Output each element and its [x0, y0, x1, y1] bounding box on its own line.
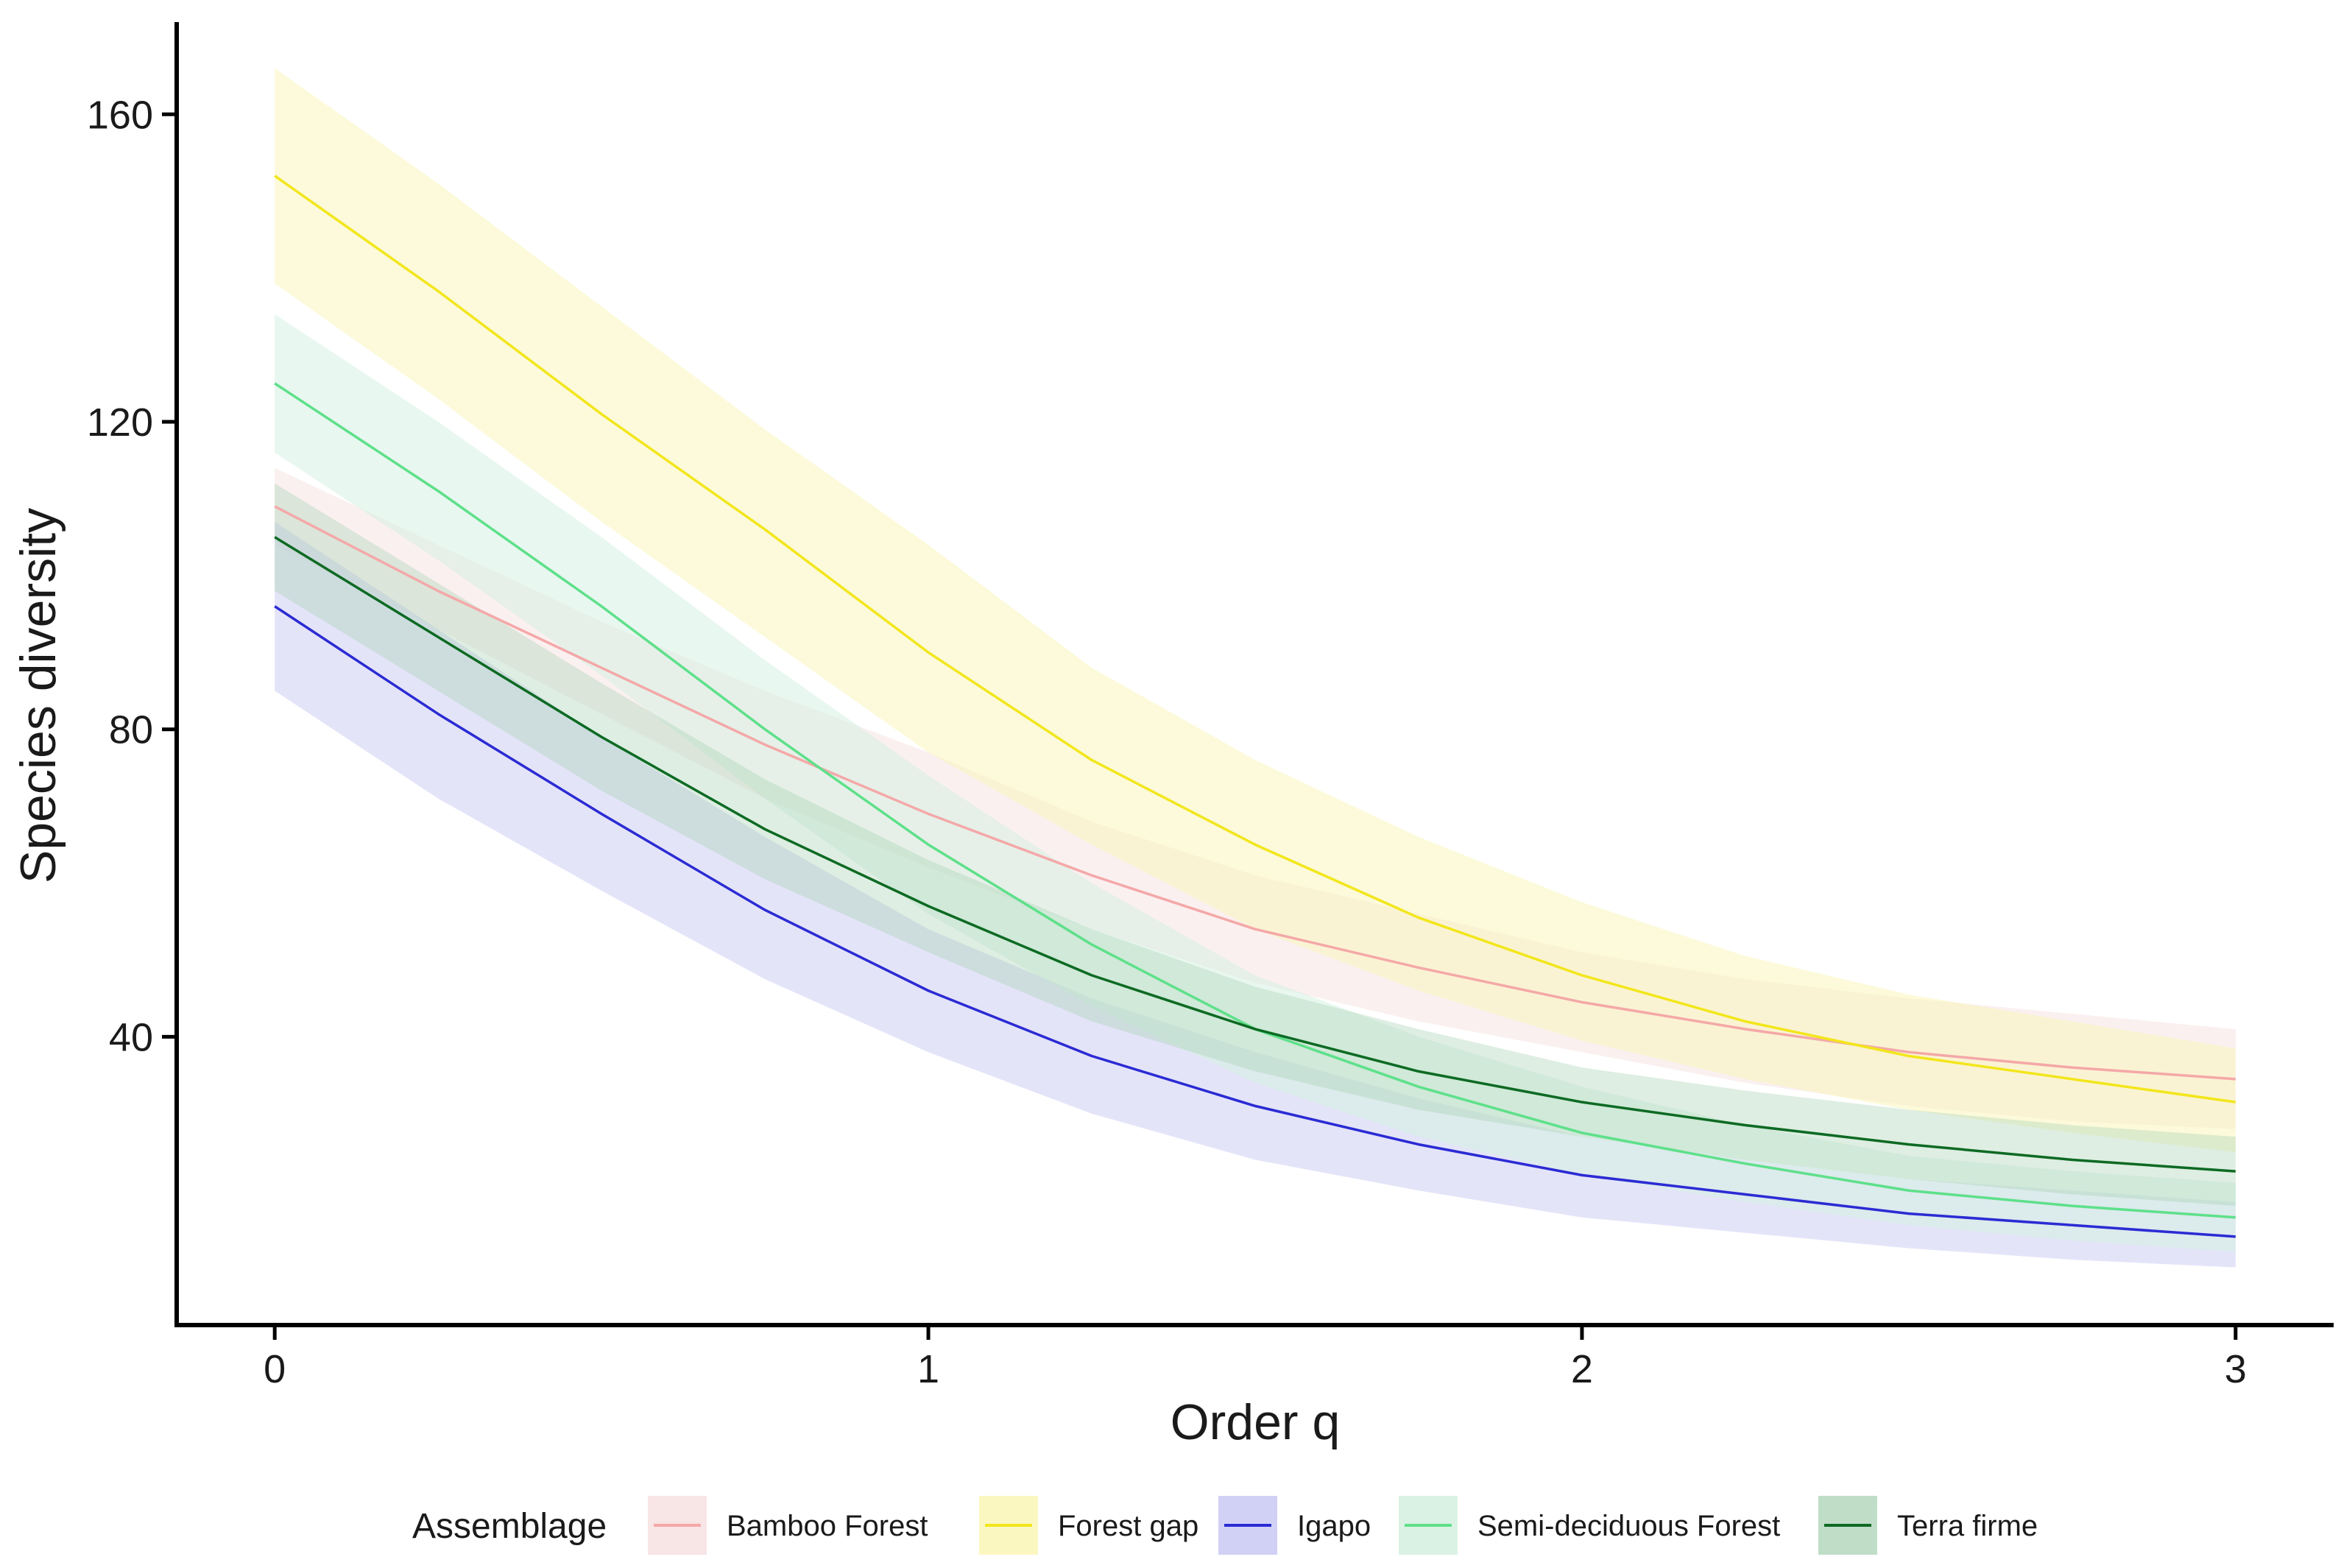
x-ticks: 0 1 2 3 [264, 1325, 2247, 1391]
legend-item-forest-gap: Forest gap [979, 1496, 1198, 1555]
legend-label: Forest gap [1058, 1510, 1198, 1542]
legend-label: Semi-deciduous Forest [1477, 1510, 1780, 1542]
confidence-bands [275, 68, 2236, 1268]
x-tick-label: 0 [264, 1347, 286, 1391]
band-forest-gap [275, 68, 2236, 1153]
y-tick-label: 40 [109, 1015, 153, 1059]
legend: Assemblage Bamboo Forest Forest gap Igapo S… [412, 1496, 2038, 1555]
legend-item-igapo: Igapo [1218, 1496, 1371, 1555]
line-bamboo-forest [274, 505, 2236, 1081]
legend-label: Bamboo Forest [727, 1510, 928, 1542]
series-lines [274, 174, 2236, 1238]
y-tick-label: 80 [109, 708, 153, 752]
x-axis-title: Order q [1170, 1394, 1341, 1450]
legend-item-terra-firme: Terra firme [1818, 1496, 2038, 1555]
band-semi-deciduous-forest [275, 314, 2236, 1252]
line-igapo [274, 605, 2236, 1238]
line-forest-gap [274, 174, 2236, 1103]
legend-item-bamboo-forest: Bamboo Forest [648, 1496, 928, 1555]
line-terra-firme [274, 536, 2236, 1173]
y-ticks: 40 80 120 160 [87, 93, 177, 1059]
x-tick-label: 1 [917, 1347, 939, 1391]
band-terra-firme [275, 483, 2236, 1207]
x-tick-label: 3 [2225, 1347, 2247, 1391]
y-axis-title: Species diversity [10, 508, 66, 883]
legend-item-semi-deciduous-forest: Semi-deciduous Forest [1399, 1496, 1780, 1555]
legend-label: Terra firme [1897, 1510, 2038, 1542]
legend-title: Assemblage [412, 1507, 607, 1546]
y-tick-label: 160 [87, 93, 153, 137]
axes [174, 22, 2334, 1327]
legend-label: Igapo [1297, 1510, 1371, 1542]
y-tick-label: 120 [87, 400, 153, 445]
x-tick-label: 2 [1571, 1347, 1593, 1391]
